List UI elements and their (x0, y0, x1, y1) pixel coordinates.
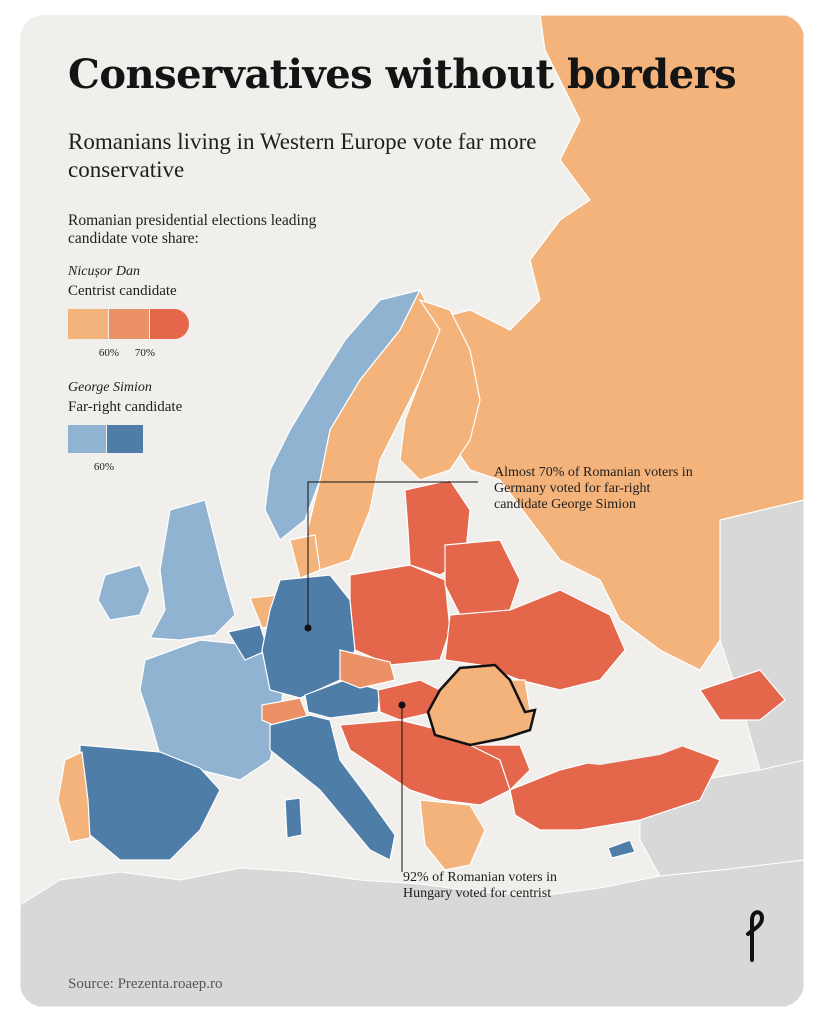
italy-region (269, 714, 396, 861)
finland-region (399, 298, 481, 481)
germany-annotation-line (307, 481, 478, 628)
czechia-region (339, 649, 396, 689)
legend-simion-description: Far-right candidate (68, 399, 183, 415)
legend-simion-swatch-1 (68, 425, 106, 453)
poland-region (349, 564, 451, 666)
legend-simion-tick-60: 60% (93, 461, 115, 473)
germany-annotation-dot (304, 624, 312, 632)
portugal-region (57, 751, 91, 843)
greece-region (419, 799, 486, 871)
legend-heading: Romanian presidential elections leading … (68, 212, 317, 247)
europe-map (20, 15, 804, 1007)
denmark-region (289, 534, 321, 579)
legend-dan-swatch-3 (150, 309, 189, 339)
bulgaria-region (469, 744, 531, 792)
caucasus-region (699, 669, 786, 721)
page-subtitle: Romanians living in Western Europe vote … (68, 129, 537, 182)
legend-dan-swatch-2 (109, 309, 149, 339)
legend-dan-description: Centrist candidate (68, 283, 177, 299)
legend-dan-scale (68, 309, 189, 339)
page-title: Conservatives without borders (68, 51, 737, 98)
romania-region (426, 663, 537, 747)
map-card: Conservatives without borders Romanians … (20, 15, 804, 1007)
legend-simion-scale (68, 425, 143, 453)
ireland-region (97, 564, 151, 621)
black-sea (530, 690, 700, 765)
legend-dan-tick-70: 70% (134, 347, 156, 359)
legend-dan-tick-60: 60% (98, 347, 120, 359)
germany-annotation: Almost 70% of Romanian voters in Germany… (494, 465, 693, 512)
belarus-region (444, 539, 521, 616)
sweden-region (304, 288, 441, 571)
uk-region (149, 499, 236, 641)
sardinia-region (284, 797, 303, 839)
legend-dan-swatch-1 (68, 309, 108, 339)
legend-dan-name: Nicușor Dan (68, 264, 140, 279)
legend-simion-name: George Simion (68, 380, 152, 395)
legend-simion-swatch-2 (107, 425, 143, 453)
east-region (719, 499, 804, 771)
cyprus-region (607, 839, 636, 859)
north-africa-region (20, 859, 804, 1007)
publisher-logo (746, 910, 765, 962)
hungary-annotation: 92% of Romanian voters in Hungary voted … (403, 870, 557, 901)
source-note: Source: Prezenta.roaep.ro (68, 976, 223, 992)
hungary-annotation-dot (398, 701, 406, 709)
